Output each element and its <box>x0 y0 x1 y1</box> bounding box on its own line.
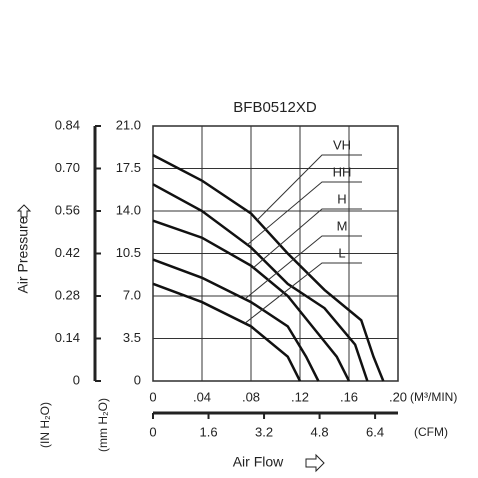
y-tick-label: 21.0 <box>116 117 141 132</box>
x-tick-label: .08 <box>242 389 260 404</box>
series-line <box>152 219 351 382</box>
series-label: L <box>338 245 345 260</box>
x-tick-label: 0 <box>149 389 156 404</box>
x2-tick-label: 0 <box>149 424 156 439</box>
leader-line <box>256 154 362 221</box>
y2-tick-label: 0.14 <box>55 330 80 345</box>
x2-tick-label: 4.8 <box>311 424 329 439</box>
x2-tick-label: 3.2 <box>255 424 273 439</box>
series-line <box>152 154 385 382</box>
y2-unit-label: (IN H₂O) <box>38 402 52 448</box>
leader-line <box>253 208 362 269</box>
x-tick-label: .20 <box>389 389 407 404</box>
x2-tick-label: 1.6 <box>199 424 217 439</box>
x2-unit-label: (CFM) <box>414 425 448 439</box>
series-line <box>152 183 369 382</box>
series-label: M <box>337 218 348 233</box>
y-arrow <box>16 204 32 218</box>
x-tick-label: .12 <box>291 389 309 404</box>
y-tick-label: 0 <box>134 372 141 387</box>
leader-line <box>244 262 362 324</box>
series-label: H <box>337 191 346 206</box>
y2-tick-label: 0.70 <box>55 160 80 175</box>
y-tick-label: 17.5 <box>116 160 141 175</box>
y-tick-label: 14.0 <box>116 202 141 217</box>
y2-tick-label: 0.42 <box>55 245 80 260</box>
y2-tick-label: 0.28 <box>55 287 80 302</box>
x-tick-label: .04 <box>193 389 211 404</box>
y-axis-label: Air Pressure <box>15 216 31 293</box>
y-tick-label: 7.0 <box>123 287 141 302</box>
x-arrow <box>305 453 325 473</box>
series-label: VH <box>333 137 351 152</box>
series-line <box>152 258 320 382</box>
series-label: HH <box>333 164 352 179</box>
chart-title: BFB0512XD <box>233 99 317 116</box>
y-tick-label: 3.5 <box>123 330 141 345</box>
series-line <box>152 282 302 382</box>
y-unit-label: (mm H₂O) <box>96 398 110 452</box>
x-unit-label: (M³/MIN) <box>410 390 457 404</box>
y2-tick-label: 0 <box>73 372 80 387</box>
leader-line <box>247 181 362 246</box>
x-tick-label: .16 <box>340 389 358 404</box>
y-tick-label: 10.5 <box>116 245 141 260</box>
x-axis-label: Air Flow <box>233 454 284 470</box>
y2-tick-label: 0.84 <box>55 117 80 132</box>
leader-line <box>244 235 362 300</box>
y2-tick-label: 0.56 <box>55 202 80 217</box>
x2-tick-label: 6.4 <box>366 424 384 439</box>
